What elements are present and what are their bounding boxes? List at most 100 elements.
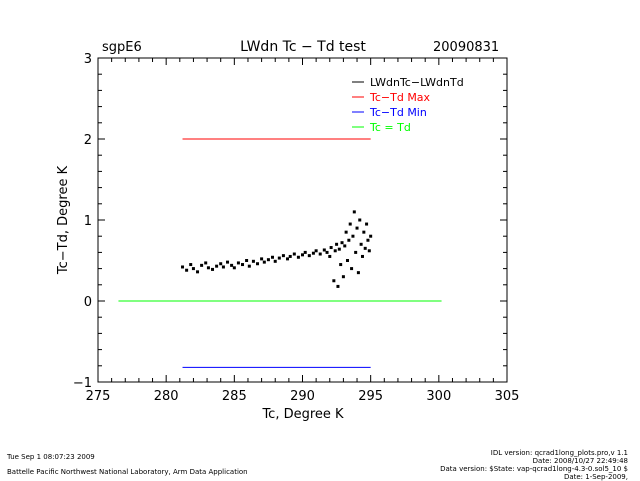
legend-label: Tc−Td Max — [369, 91, 431, 104]
data-point — [343, 244, 347, 248]
data-point — [350, 267, 354, 271]
data-point — [200, 263, 204, 267]
data-date: Date: 1-Sep-2009, — [563, 473, 628, 481]
data-point — [288, 254, 292, 258]
data-point — [352, 210, 356, 214]
data-point — [345, 259, 349, 262]
data-point — [211, 267, 215, 271]
data-point — [281, 254, 285, 258]
legend-label: Tc−Td Min — [369, 106, 427, 119]
data-point — [339, 263, 343, 267]
data-point — [341, 275, 345, 279]
data-point — [189, 263, 193, 267]
data-point — [204, 261, 208, 265]
x-axis-label: Tc, Degree K — [261, 407, 344, 422]
plot-area — [118, 138, 442, 368]
data-point — [236, 261, 240, 265]
data-point — [325, 250, 329, 254]
date-label: 20090831 — [433, 40, 499, 55]
data-point — [277, 256, 281, 260]
x-tick-label: 290 — [290, 389, 315, 404]
data-point — [351, 234, 355, 238]
data-point — [219, 262, 223, 266]
data-point — [286, 257, 290, 261]
data-point — [318, 252, 322, 256]
data-point — [358, 218, 362, 222]
data-point — [181, 265, 185, 269]
data-point — [226, 260, 230, 264]
axes: 275 280 285 290 295 300 305 −1 0 1 2 3 — [73, 52, 520, 404]
data-point — [232, 266, 236, 270]
data-point — [336, 284, 340, 288]
data-point — [344, 230, 348, 234]
x-tick-label: 295 — [358, 389, 383, 404]
data-point — [311, 251, 315, 255]
data-point — [230, 263, 234, 267]
data-point — [271, 255, 275, 259]
data-point — [251, 259, 255, 263]
y-tick-label: 3 — [84, 52, 92, 67]
data-point — [359, 242, 363, 246]
data-point — [245, 259, 249, 262]
x-tick-label: 280 — [154, 389, 179, 404]
data-point — [354, 250, 358, 254]
data-point — [296, 255, 300, 259]
idl-version: IDL version: qcrad1long_plots.pro,v 1.1 — [490, 449, 628, 457]
legend-label: Tc = Td — [369, 121, 411, 134]
x-tick-label: 285 — [222, 389, 247, 404]
chart-title: LWdn Tc − Td test — [240, 39, 366, 55]
data-point — [196, 270, 200, 274]
data-point — [335, 242, 339, 246]
legend-label: LWdnTc−LWdnTd — [370, 76, 464, 89]
data-point — [367, 249, 371, 253]
run-time: Tue Sep 1 08:07:23 2009 — [7, 453, 95, 461]
data-point — [333, 249, 337, 253]
data-point — [348, 222, 352, 226]
y-axis-label: Tc−Td, Degree K — [56, 165, 71, 275]
y-tick-label: 1 — [84, 214, 92, 229]
data-point — [260, 257, 264, 261]
x-tick-label: 275 — [86, 389, 111, 404]
data-point — [332, 279, 336, 283]
x-tick-label: 300 — [426, 389, 451, 404]
data-point — [328, 254, 332, 258]
institution: Battelle Pacific Northwest National Labo… — [7, 468, 248, 476]
data-point — [221, 265, 225, 269]
plot-frame — [97, 57, 508, 383]
y-tick-label: 2 — [84, 133, 92, 148]
data-point — [337, 247, 341, 251]
data-point — [307, 254, 311, 258]
data-version: Data version: $State: vap-qcrad1long-4.3… — [440, 465, 628, 473]
site-label: sgpE6 — [102, 40, 142, 55]
y-tick-label: 0 — [84, 295, 92, 310]
data-point — [273, 259, 277, 263]
data-point — [365, 222, 369, 226]
data-point — [369, 234, 373, 238]
data-point — [185, 268, 189, 272]
data-point — [266, 258, 270, 262]
y-tick-label: −1 — [73, 376, 92, 391]
data-point — [256, 262, 260, 266]
legend: LWdnTc−LWdnTd Tc−Td Max Tc−Td Min Tc = Td — [352, 76, 464, 134]
data-point — [355, 226, 359, 230]
data-point — [292, 252, 296, 256]
data-point — [363, 246, 367, 250]
data-point — [360, 254, 364, 258]
idl-date: Date: 2008/10/27 22:49:48 — [532, 457, 628, 465]
data-point — [356, 271, 360, 275]
data-point — [347, 238, 351, 242]
data-point — [262, 260, 266, 264]
data-point — [215, 264, 219, 268]
data-point — [314, 249, 318, 253]
data-point — [340, 241, 344, 245]
data-point — [329, 246, 333, 250]
data-point — [206, 266, 210, 270]
data-point — [241, 263, 245, 267]
x-tick-label: 305 — [495, 389, 520, 404]
data-point — [303, 250, 307, 254]
data-point — [191, 267, 195, 271]
data-point — [362, 230, 366, 234]
data-point — [301, 253, 304, 257]
data-point — [366, 238, 370, 242]
